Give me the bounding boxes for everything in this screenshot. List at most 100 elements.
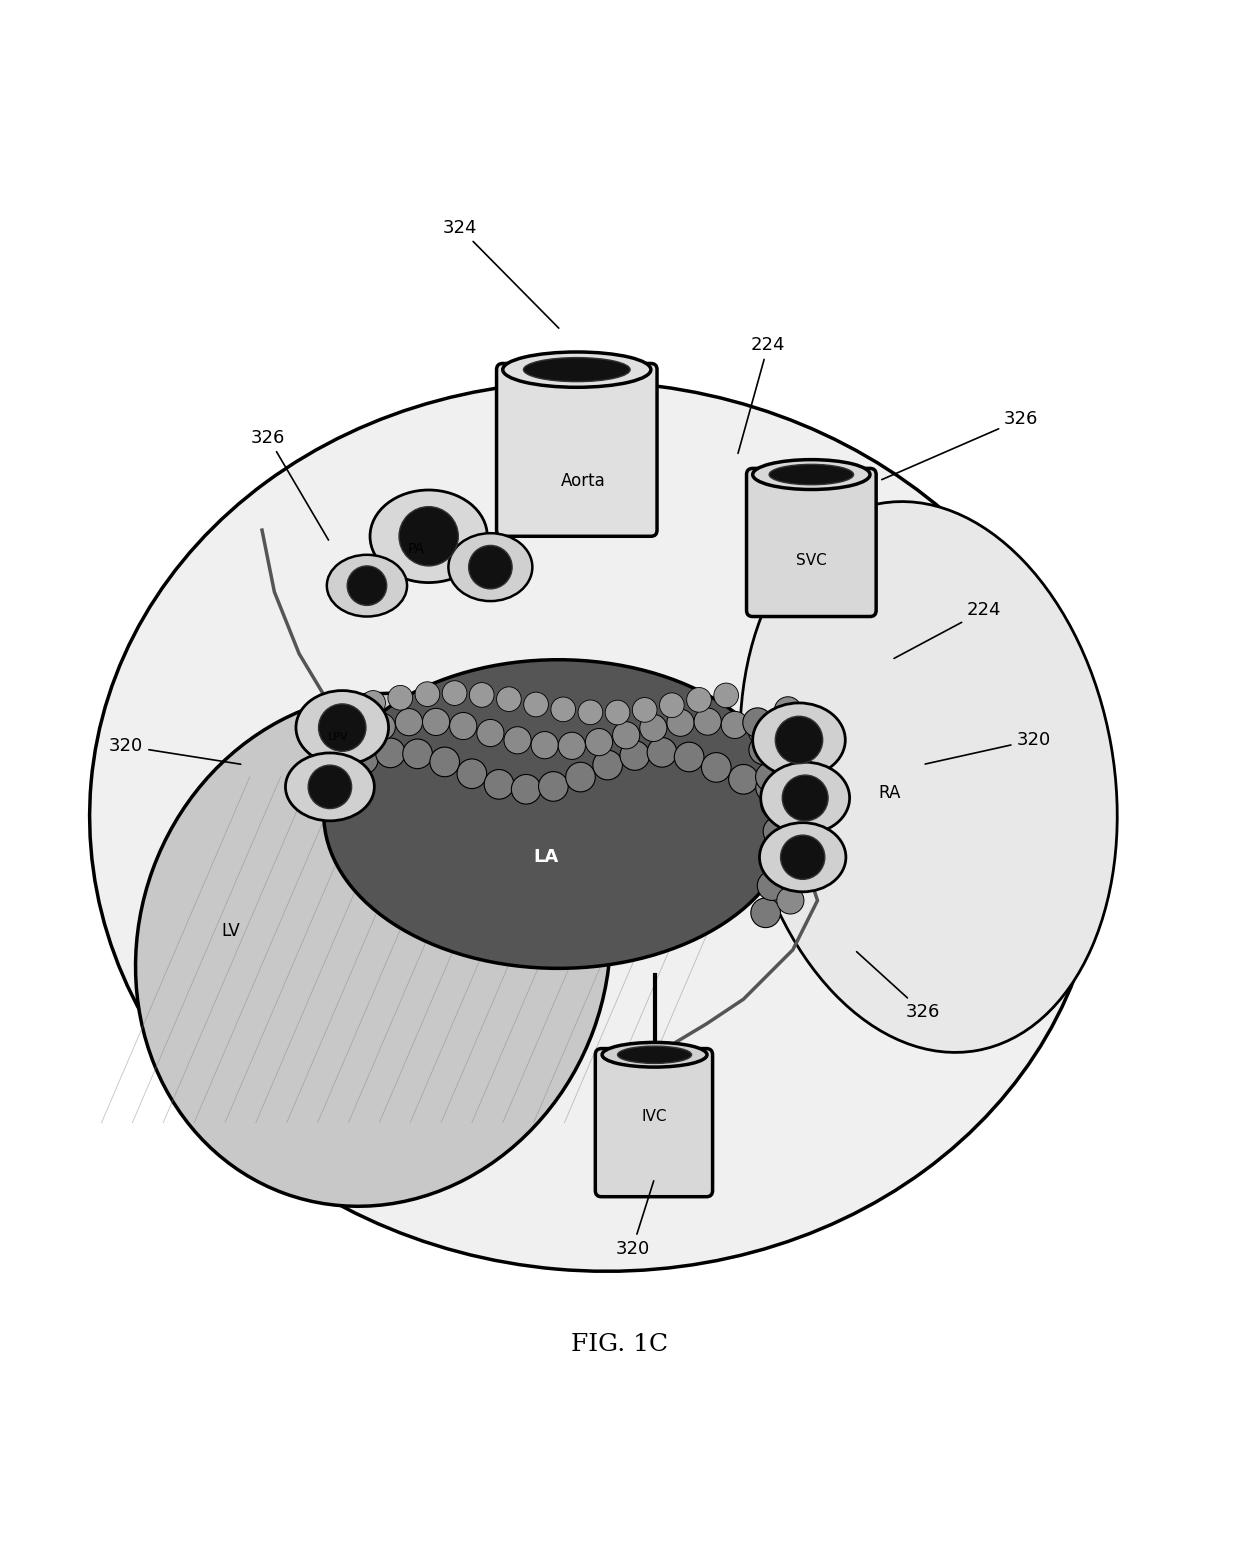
Circle shape bbox=[675, 743, 704, 772]
Circle shape bbox=[578, 699, 603, 724]
Circle shape bbox=[755, 761, 785, 793]
Circle shape bbox=[667, 709, 694, 737]
Circle shape bbox=[423, 709, 450, 735]
Circle shape bbox=[321, 755, 351, 786]
Ellipse shape bbox=[89, 381, 1101, 1271]
Circle shape bbox=[458, 758, 486, 788]
Circle shape bbox=[702, 752, 732, 782]
Ellipse shape bbox=[285, 754, 374, 821]
Text: 324: 324 bbox=[443, 219, 559, 328]
FancyBboxPatch shape bbox=[746, 468, 877, 617]
Text: 224: 224 bbox=[738, 336, 785, 454]
Circle shape bbox=[469, 545, 512, 589]
Circle shape bbox=[605, 701, 630, 724]
Text: 326: 326 bbox=[882, 410, 1038, 480]
Ellipse shape bbox=[327, 555, 407, 617]
Circle shape bbox=[749, 718, 775, 744]
Circle shape bbox=[376, 738, 405, 768]
Circle shape bbox=[660, 693, 684, 718]
Ellipse shape bbox=[324, 660, 792, 968]
Circle shape bbox=[558, 732, 585, 760]
Circle shape bbox=[551, 698, 575, 721]
Circle shape bbox=[632, 698, 657, 723]
Circle shape bbox=[722, 712, 749, 738]
Text: 320: 320 bbox=[615, 1181, 653, 1257]
Circle shape bbox=[751, 898, 780, 928]
Circle shape bbox=[694, 709, 722, 735]
Circle shape bbox=[450, 712, 477, 740]
Ellipse shape bbox=[370, 490, 487, 583]
Circle shape bbox=[511, 774, 541, 803]
Circle shape bbox=[786, 779, 813, 805]
Text: SVC: SVC bbox=[796, 553, 827, 569]
Ellipse shape bbox=[296, 690, 388, 765]
Circle shape bbox=[565, 763, 595, 793]
Circle shape bbox=[388, 685, 413, 710]
Circle shape bbox=[687, 687, 712, 712]
Circle shape bbox=[782, 775, 828, 821]
Circle shape bbox=[348, 744, 378, 774]
Text: LV: LV bbox=[222, 923, 241, 940]
Circle shape bbox=[620, 741, 650, 771]
Circle shape bbox=[776, 887, 804, 914]
Circle shape bbox=[484, 769, 513, 799]
Ellipse shape bbox=[502, 351, 651, 387]
Circle shape bbox=[347, 566, 387, 606]
Circle shape bbox=[415, 682, 440, 707]
Text: LPV: LPV bbox=[329, 732, 348, 743]
Ellipse shape bbox=[449, 533, 532, 601]
Circle shape bbox=[309, 765, 352, 808]
Circle shape bbox=[784, 751, 811, 779]
Text: Aorta: Aorta bbox=[560, 472, 605, 490]
Circle shape bbox=[785, 833, 812, 859]
Circle shape bbox=[593, 751, 622, 780]
Circle shape bbox=[774, 696, 801, 724]
Circle shape bbox=[647, 738, 677, 768]
FancyBboxPatch shape bbox=[496, 364, 657, 536]
Circle shape bbox=[640, 715, 667, 741]
Text: 326: 326 bbox=[857, 951, 940, 1021]
Circle shape bbox=[761, 789, 790, 819]
Text: PA: PA bbox=[408, 542, 425, 556]
Circle shape bbox=[361, 690, 386, 715]
FancyBboxPatch shape bbox=[595, 1049, 713, 1197]
Circle shape bbox=[470, 682, 494, 707]
Text: 320: 320 bbox=[109, 737, 241, 765]
Circle shape bbox=[430, 747, 460, 777]
Circle shape bbox=[775, 716, 822, 763]
Circle shape bbox=[756, 772, 785, 802]
Circle shape bbox=[531, 732, 558, 758]
Circle shape bbox=[538, 772, 568, 802]
Circle shape bbox=[749, 735, 779, 765]
Circle shape bbox=[368, 713, 396, 740]
Ellipse shape bbox=[769, 465, 853, 485]
Circle shape bbox=[403, 740, 433, 769]
Circle shape bbox=[613, 721, 640, 749]
Circle shape bbox=[477, 720, 503, 746]
Ellipse shape bbox=[135, 693, 610, 1206]
Text: 224: 224 bbox=[894, 601, 1002, 659]
Ellipse shape bbox=[759, 822, 846, 892]
Text: 326: 326 bbox=[250, 429, 329, 541]
Circle shape bbox=[729, 765, 758, 794]
Ellipse shape bbox=[753, 460, 870, 490]
Ellipse shape bbox=[740, 502, 1117, 1052]
Circle shape bbox=[399, 507, 459, 566]
Circle shape bbox=[341, 720, 368, 747]
Ellipse shape bbox=[618, 1046, 692, 1063]
Circle shape bbox=[496, 687, 521, 712]
Circle shape bbox=[319, 704, 366, 751]
Circle shape bbox=[523, 692, 548, 716]
Circle shape bbox=[503, 727, 531, 754]
Ellipse shape bbox=[760, 761, 849, 834]
Text: LA: LA bbox=[533, 848, 558, 866]
Text: RA: RA bbox=[878, 785, 900, 802]
Text: IVC: IVC bbox=[642, 1110, 667, 1124]
Ellipse shape bbox=[753, 702, 846, 777]
Circle shape bbox=[781, 859, 808, 887]
Circle shape bbox=[758, 870, 787, 900]
Circle shape bbox=[714, 684, 739, 707]
Ellipse shape bbox=[523, 357, 630, 382]
Circle shape bbox=[779, 724, 806, 751]
Circle shape bbox=[786, 805, 813, 833]
